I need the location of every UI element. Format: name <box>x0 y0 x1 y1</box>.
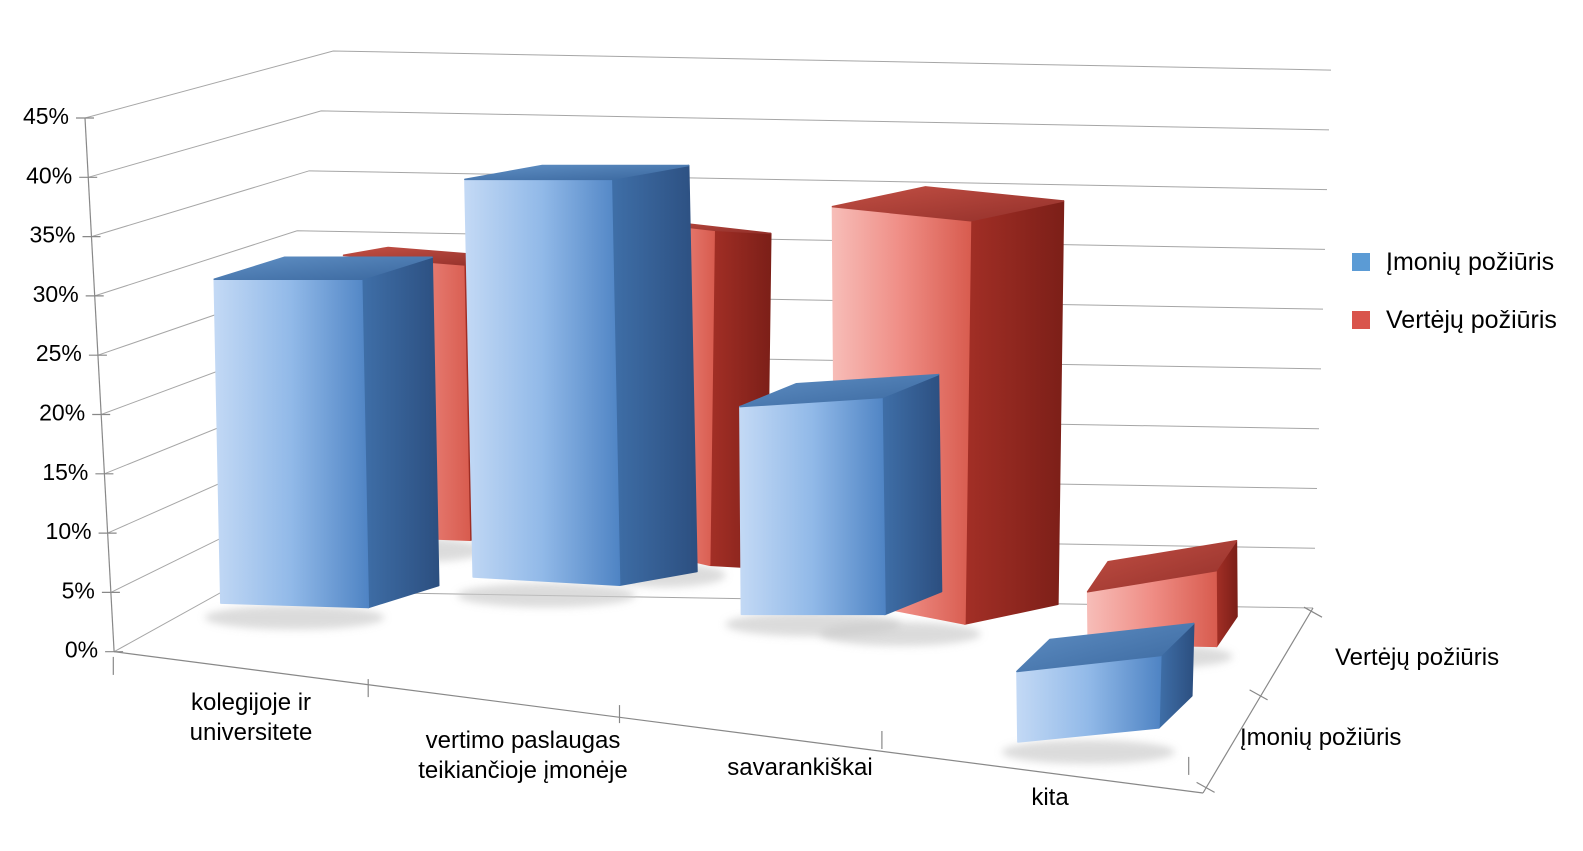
svg-text:20%: 20% <box>39 400 85 426</box>
svg-text:5%: 5% <box>62 577 95 603</box>
svg-text:15%: 15% <box>42 459 88 485</box>
svg-text:universitete: universitete <box>190 719 313 746</box>
svg-text:40%: 40% <box>26 162 72 188</box>
svg-text:vertimo paslaugas: vertimo paslaugas <box>426 727 621 754</box>
svg-text:Įmonių požiūris: Įmonių požiūris <box>1240 724 1401 751</box>
svg-text:0%: 0% <box>65 637 98 663</box>
svg-text:kita: kita <box>1031 784 1069 811</box>
svg-text:10%: 10% <box>46 518 92 544</box>
svg-text:teikiančioje įmonėje: teikiančioje įmonėje <box>418 757 627 784</box>
svg-text:35%: 35% <box>29 222 75 248</box>
svg-text:30%: 30% <box>33 281 79 307</box>
svg-text:45%: 45% <box>23 103 69 129</box>
svg-text:savarankiškai: savarankiškai <box>727 754 872 781</box>
svg-text:kolegijoje ir: kolegijoje ir <box>191 689 311 716</box>
svg-text:Įmonių požiūris: Įmonių požiūris <box>1386 248 1554 276</box>
svg-text:25%: 25% <box>36 340 82 366</box>
svg-text:Vertėjų požiūris: Vertėjų požiūris <box>1335 644 1499 671</box>
svg-text:Vertėjų požiūris: Vertėjų požiūris <box>1386 306 1557 334</box>
